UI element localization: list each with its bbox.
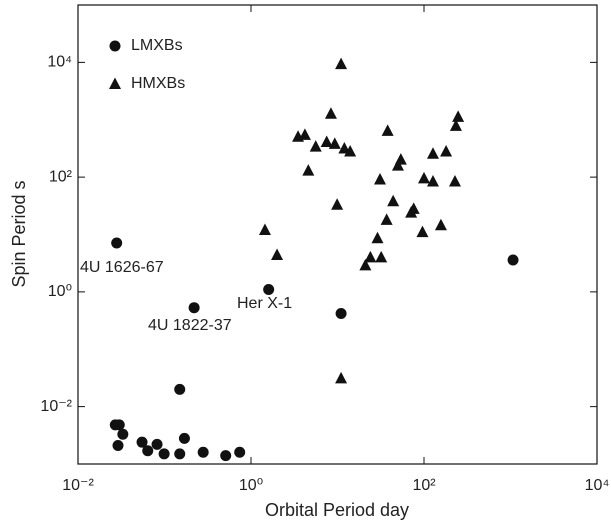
triangle-point	[344, 144, 357, 157]
triangle-point	[324, 107, 337, 119]
legend-marker	[109, 77, 121, 89]
circle-point	[197, 446, 209, 458]
triangle-point	[309, 140, 322, 152]
plot-frame	[77, 4, 598, 465]
triangle-point	[387, 194, 400, 207]
circle-point	[112, 440, 124, 452]
triangle-point	[381, 124, 394, 136]
circle-point	[507, 254, 519, 266]
triangle-point	[380, 213, 393, 225]
y-tick-label: 10⁻²	[40, 398, 72, 415]
triangle-point	[258, 223, 271, 235]
triangle-point	[394, 153, 407, 165]
circle-point	[174, 383, 186, 395]
circle-point	[178, 432, 190, 444]
x-tick-label: 10⁴	[585, 477, 610, 494]
triangle-point	[452, 110, 465, 122]
triangle-point	[448, 174, 461, 187]
circle-point	[158, 448, 170, 460]
triangle-point	[375, 250, 388, 263]
circle-point	[111, 237, 123, 249]
circle-point	[113, 419, 125, 431]
triangle-point	[407, 202, 420, 214]
triangle-point	[426, 174, 439, 187]
legend-label: HMXBs	[131, 75, 185, 92]
circle-point	[142, 445, 154, 457]
triangle-point	[320, 135, 333, 147]
circle-point	[136, 436, 148, 448]
triangle-point	[364, 250, 377, 263]
circle-point	[188, 302, 200, 314]
annotation: 4U 1626-67	[80, 259, 164, 276]
y-tick-label: 10⁴	[47, 54, 72, 71]
circle-point	[234, 446, 246, 458]
triangle-point	[359, 258, 372, 271]
circle-point	[263, 284, 275, 296]
y-axis-title: Spin Period s	[9, 180, 29, 287]
triangle-point	[426, 147, 439, 159]
x-tick-label: 10²	[412, 477, 436, 494]
triangle-point	[335, 57, 348, 70]
annotation: Her X-1	[237, 295, 292, 312]
circle-point	[220, 450, 232, 462]
triangle-point	[331, 198, 344, 210]
triangle-point	[302, 164, 315, 176]
triangle-point	[298, 128, 311, 140]
triangle-point	[328, 137, 341, 149]
y-tick-label: 10⁰	[48, 283, 72, 300]
circle-point	[151, 438, 163, 450]
triangle-point	[416, 225, 429, 238]
triangle-point	[449, 119, 462, 131]
triangle-point	[271, 248, 284, 260]
triangle-point	[418, 171, 430, 184]
triangle-point	[440, 144, 453, 157]
triangle-point	[391, 159, 404, 171]
triangle-point	[374, 172, 387, 185]
x-tick-label: 10⁰	[239, 477, 263, 494]
triangle-point	[335, 371, 348, 384]
x-axis-title: Orbital Period day	[265, 500, 409, 520]
circle-point	[117, 428, 129, 440]
annotation: 4U 1822-37	[148, 317, 232, 334]
circle-point	[335, 307, 347, 319]
y-tick-label: 10²	[49, 168, 73, 185]
triangle-point	[434, 218, 447, 231]
x-tick-label: 10⁻²	[62, 477, 94, 494]
legend-label: LMXBs	[131, 37, 183, 54]
legend-marker	[109, 40, 121, 52]
circle-point	[174, 448, 186, 460]
triangle-point	[371, 231, 384, 244]
